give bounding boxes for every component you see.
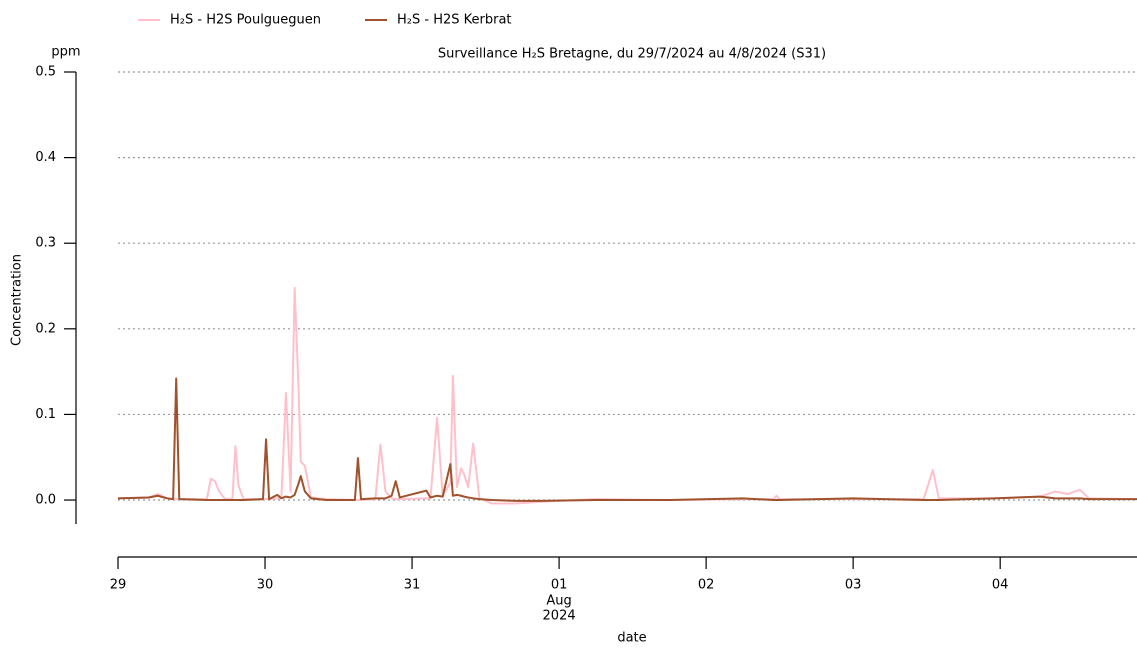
y-unit: ppm	[51, 45, 80, 60]
x-tick-label: 30	[257, 578, 274, 593]
chart-title: Surveillance H₂S Bretagne, du 29/7/2024 …	[438, 47, 826, 62]
x-tick-month: Aug	[546, 594, 571, 609]
x-tick-label: 03	[845, 578, 862, 593]
y-tick-label: 0.4	[35, 150, 56, 165]
y-tick-label: 0.1	[35, 407, 56, 422]
x-tick-label: 04	[992, 578, 1009, 593]
x-tick-label: 31	[404, 578, 421, 593]
y-tick-label: 0.5	[35, 65, 56, 80]
y-tick-label: 0.3	[35, 236, 56, 251]
y-tick-label: 0.0	[35, 493, 56, 508]
x-tick-year: 2024	[543, 609, 576, 624]
x-tick-label: 01	[551, 578, 568, 593]
series-line	[117, 286, 1137, 505]
legend-label: H₂S - H2S Kerbrat	[397, 13, 512, 28]
legend-label: H₂S - H2S Poulgueguen	[170, 13, 321, 28]
x-axis-label: date	[617, 631, 646, 646]
x-tick-label: 29	[110, 578, 127, 593]
y-tick-label: 0.2	[35, 321, 56, 336]
x-tick-label: 02	[698, 578, 715, 593]
y-axis-label: Concentration	[10, 254, 25, 346]
series-line	[117, 377, 1137, 502]
